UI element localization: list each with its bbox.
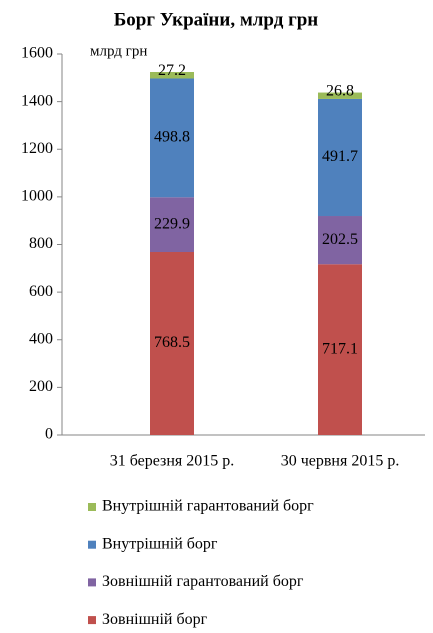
bar-segment xyxy=(150,197,194,253)
bar-segment xyxy=(318,98,362,217)
chart-title: Борг України, млрд грн xyxy=(114,9,319,30)
legend-label: Зовнішній борг xyxy=(102,611,208,628)
legend-marker xyxy=(88,616,96,625)
y-tick-label: 1000 xyxy=(21,188,53,205)
bar-segment xyxy=(318,92,362,99)
bar-segment xyxy=(318,264,362,435)
data-label: 768.5 xyxy=(154,334,190,351)
legend-label: Внутрішній борг xyxy=(102,535,218,552)
y-tick-label: 400 xyxy=(29,330,53,347)
legend-label: Зовнішній гарантований борг xyxy=(102,573,304,590)
legend-marker xyxy=(88,503,96,511)
bar-segment xyxy=(150,72,194,79)
bar-segment xyxy=(318,216,362,265)
x-tick-label: 31 березня 2015 р. xyxy=(110,453,235,470)
x-tick-label: 30 червня 2015 р. xyxy=(281,453,400,470)
y-tick-label: 200 xyxy=(29,378,53,395)
legend-marker xyxy=(88,540,96,549)
data-label: 27.2 xyxy=(158,62,186,79)
y-tick-label: 800 xyxy=(29,235,53,252)
y-tick-label: 1600 xyxy=(21,45,53,62)
data-label: 491.7 xyxy=(322,148,358,165)
y-tick-label: 1200 xyxy=(21,140,53,157)
data-label: 498.8 xyxy=(154,129,190,146)
y-tick-label: 600 xyxy=(29,283,53,300)
y-tick-label: 1400 xyxy=(21,92,53,109)
data-label: 202.5 xyxy=(322,231,358,248)
y-axis-label: млрд грн xyxy=(90,43,147,59)
bar-segment xyxy=(150,252,194,435)
data-label: 229.9 xyxy=(154,215,190,232)
bar-segment xyxy=(150,78,194,198)
y-tick-label: 0 xyxy=(45,426,53,443)
data-label: 717.1 xyxy=(322,340,358,357)
data-label: 26.8 xyxy=(326,82,354,99)
legend-label: Внутрішній гарантований борг xyxy=(102,498,314,515)
legend-marker xyxy=(88,578,96,587)
